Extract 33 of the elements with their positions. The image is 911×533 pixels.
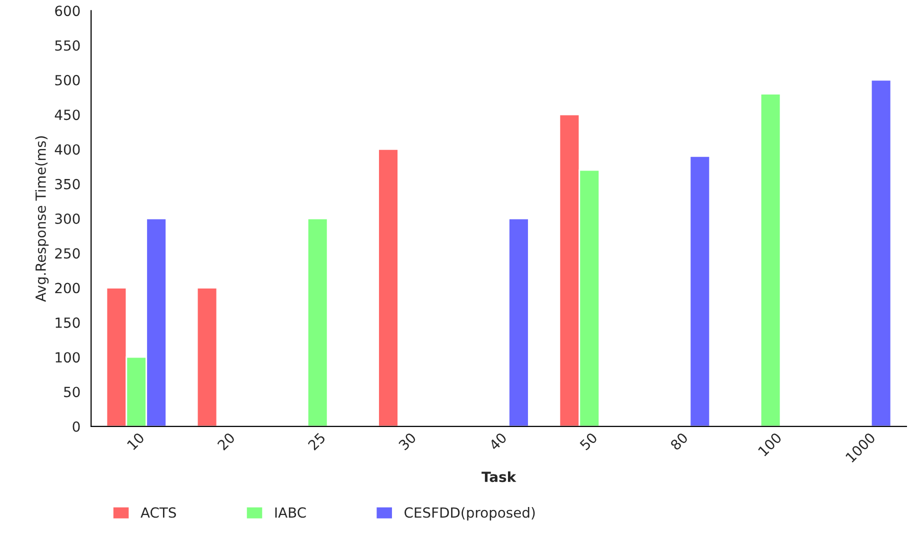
- bar: [689, 155, 711, 426]
- bar: [760, 93, 782, 426]
- y-tick-label: 150: [56, 317, 80, 328]
- x-axis-title: Task: [482, 471, 516, 482]
- y-axis-title: Avg.Response Time(ms): [35, 136, 49, 302]
- bar: [306, 218, 328, 426]
- y-tick-label: 500: [55, 74, 80, 86]
- bar: [870, 79, 892, 426]
- x-tick-label: 20: [216, 432, 236, 451]
- legend-label: IABC: [275, 507, 306, 518]
- y-tick-label: 100: [56, 352, 80, 363]
- y-tick-label: 400: [54, 144, 80, 155]
- bar: [508, 218, 530, 426]
- legend-label: CESFDD(proposed): [404, 507, 535, 520]
- x-tick-label: 30: [398, 432, 417, 451]
- y-tick-label: 550: [55, 40, 80, 51]
- x-tick-label: 10: [126, 432, 145, 450]
- y-tick-label: 450: [54, 110, 80, 120]
- y-tick-label: 200: [55, 282, 80, 294]
- x-tick-label: 100: [758, 432, 782, 457]
- x-tick-label: 25: [307, 432, 326, 451]
- x-tick-label: 40: [488, 432, 508, 451]
- y-tick-label: 600: [55, 6, 80, 16]
- y-tick-label: 300: [55, 214, 80, 224]
- bar: [196, 287, 218, 426]
- y-tick-label: 0: [72, 421, 80, 432]
- legend-label: ACTS: [140, 507, 176, 518]
- y-tick-label: 350: [55, 178, 80, 190]
- y-tick-label: 50: [64, 386, 80, 398]
- y-tick-label: 250: [55, 248, 80, 259]
- x-tick-label: 80: [670, 432, 688, 451]
- x-tick-label: 50: [579, 432, 598, 451]
- bar: [378, 148, 399, 426]
